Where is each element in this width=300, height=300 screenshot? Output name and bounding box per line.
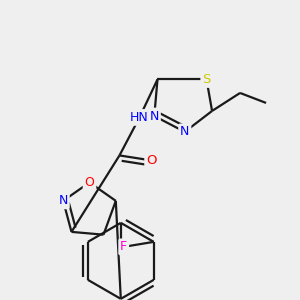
Text: S: S bbox=[202, 73, 211, 86]
Text: N: N bbox=[58, 194, 68, 207]
Text: O: O bbox=[85, 176, 94, 189]
Text: O: O bbox=[146, 154, 157, 167]
Text: F: F bbox=[120, 240, 127, 254]
Text: N: N bbox=[180, 125, 190, 138]
Text: HN: HN bbox=[130, 111, 149, 124]
Text: N: N bbox=[150, 110, 159, 122]
